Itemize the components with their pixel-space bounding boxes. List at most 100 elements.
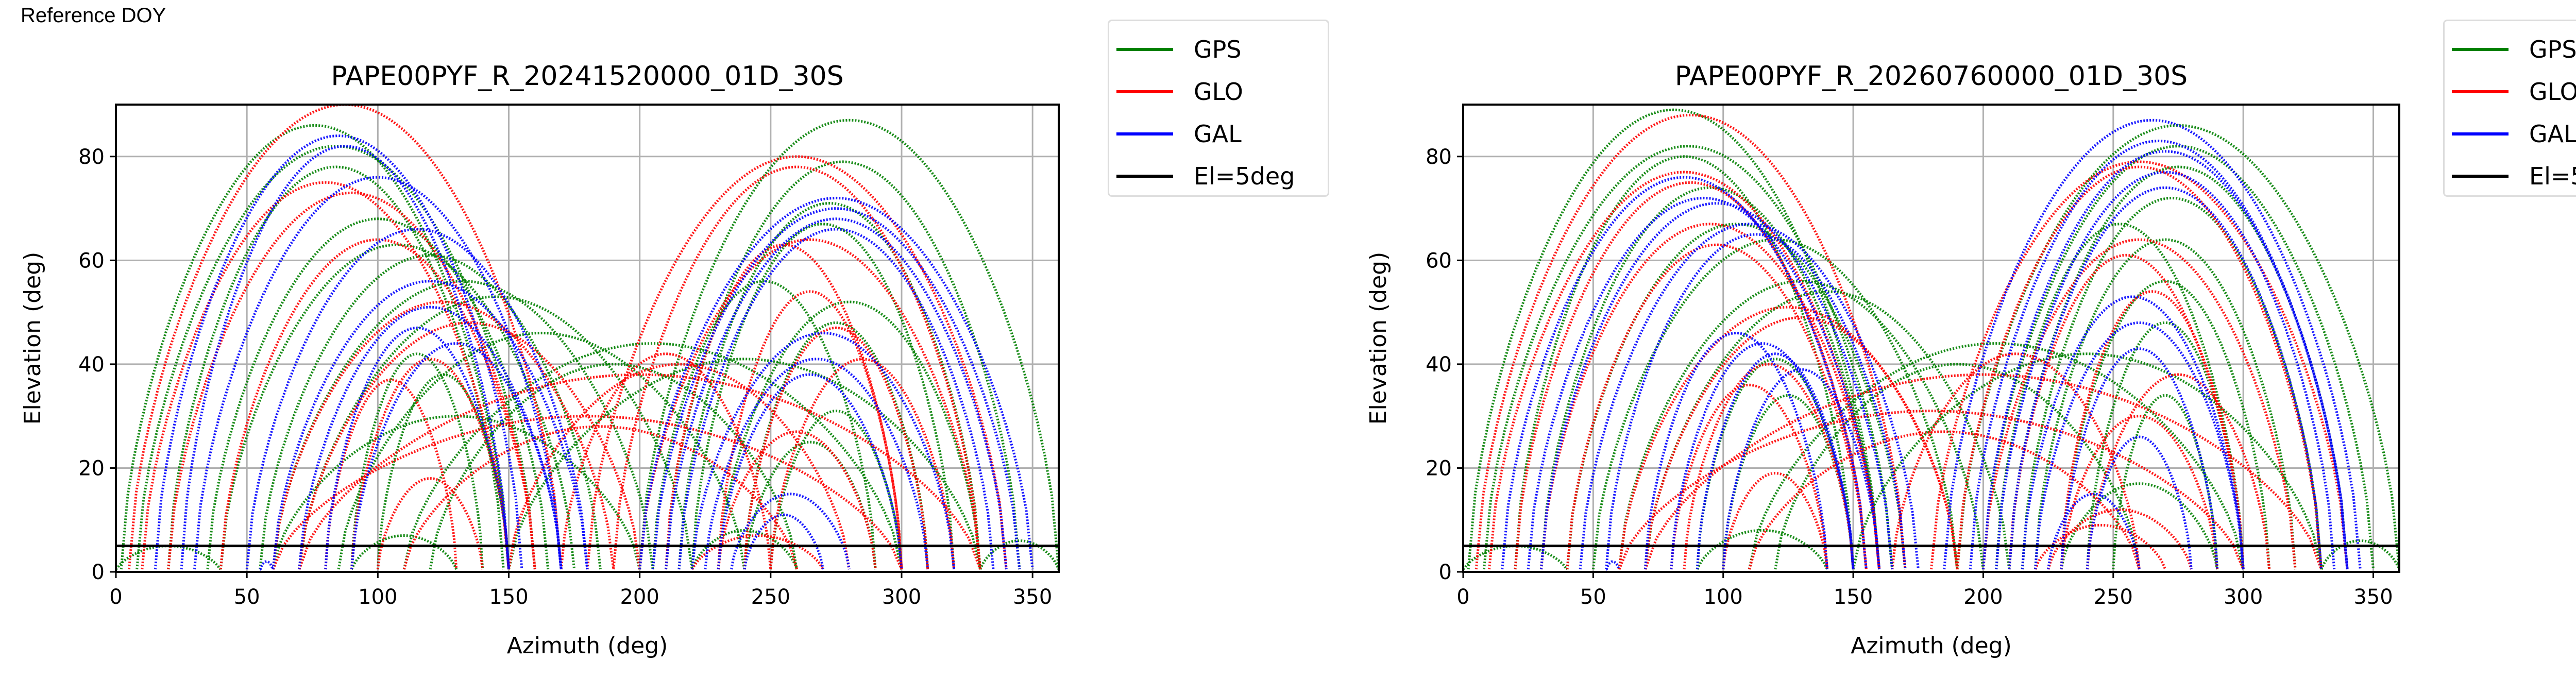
track-gal xyxy=(730,493,851,570)
track-gps xyxy=(2033,238,2297,570)
legend-label: GLO xyxy=(2529,78,2576,106)
track-gps xyxy=(350,352,484,570)
track-gal xyxy=(1579,223,1920,570)
track-gps xyxy=(1539,186,1881,570)
legend-left: GPS GLO GAL El=5deg xyxy=(1108,20,1329,197)
track-gps xyxy=(1591,238,1959,570)
legend-item-gal: GAL xyxy=(2452,113,2576,155)
legend-right: GPS GLO GAL El=5deg xyxy=(2443,20,2576,197)
track-glo xyxy=(2060,415,2219,570)
track-gps xyxy=(979,539,1059,570)
track-glo xyxy=(1475,113,1907,570)
y-tick-label: 80 xyxy=(78,145,105,169)
track-gps xyxy=(219,243,576,570)
track-glo xyxy=(586,155,1008,570)
track-gal xyxy=(1527,196,1881,570)
x-tick-label: 100 xyxy=(1704,585,1743,609)
track-gal xyxy=(665,217,1008,570)
x-tick-label: 350 xyxy=(1013,585,1052,609)
x-tick-label: 50 xyxy=(234,585,260,609)
x-tick-label: 300 xyxy=(882,585,921,609)
skyplot-chart-left: 0 50 100 150 200 250 300 350 0 20 40 60 80 PAPE00PYF_… xyxy=(20,61,1060,659)
x-tick-label: 0 xyxy=(1456,585,1469,609)
track-glo xyxy=(127,105,563,570)
track-gps xyxy=(120,124,510,570)
y-tick-label: 40 xyxy=(78,353,105,377)
track-glo xyxy=(1722,471,1829,570)
legend-item-glo: GLO xyxy=(1116,71,1328,113)
track-glo xyxy=(2060,290,2245,570)
legend-swatch-gps xyxy=(1116,48,1173,51)
track-gal xyxy=(245,228,589,570)
track-glo xyxy=(1618,306,1959,570)
legend-item-gal: GAL xyxy=(1116,113,1328,155)
track-gps xyxy=(337,331,746,570)
track-gal xyxy=(638,196,1034,570)
track-gps xyxy=(717,300,981,570)
track-gps xyxy=(1774,363,2141,570)
legend-item-el5: El=5deg xyxy=(2452,155,2576,197)
track-glo xyxy=(1683,363,1855,570)
y-tick-label: 80 xyxy=(1426,145,1452,169)
x-tick-label: 200 xyxy=(1963,585,2003,609)
legend-swatch-gal xyxy=(1116,132,1173,135)
track-glo xyxy=(1981,238,2297,570)
y-tick-label: 0 xyxy=(1439,561,1452,584)
legend-swatch-el5 xyxy=(2452,175,2509,178)
track-glo xyxy=(612,165,981,570)
track-gal xyxy=(743,513,824,570)
x-axis-label: Azimuth (deg) xyxy=(507,633,668,659)
track-gps xyxy=(2086,321,2245,570)
track-gps xyxy=(429,363,799,570)
track-gps xyxy=(677,201,981,570)
y-axis-label: Elevation (deg) xyxy=(20,252,46,425)
track-gps xyxy=(1696,358,1855,570)
legend-swatch-glo xyxy=(1116,90,1173,93)
chart-title: PAPE00PYF_R_20241520000_01D_30S xyxy=(331,61,843,92)
x-tick-label: 150 xyxy=(489,585,528,609)
track-gal xyxy=(1605,233,1907,570)
legend-label: GLO xyxy=(1194,78,1243,106)
reference-doy-label: Reference DOY xyxy=(21,4,166,27)
legend-item-gps: GPS xyxy=(2452,28,2576,71)
track-gal xyxy=(259,560,274,571)
track-gal xyxy=(1501,176,1868,570)
y-tick-label: 40 xyxy=(1426,353,1452,377)
track-gps xyxy=(167,165,505,570)
track-gal xyxy=(704,358,929,570)
track-gal xyxy=(180,145,510,570)
track-gal xyxy=(1670,342,1855,570)
satellite-tracks xyxy=(116,105,1059,571)
track-gal xyxy=(350,342,563,570)
track-gps xyxy=(1696,529,1828,570)
track-glo xyxy=(272,415,903,570)
track-gps xyxy=(651,280,877,570)
track-gal xyxy=(2021,295,2245,570)
track-glo xyxy=(1670,383,1829,570)
y-tick-label: 20 xyxy=(78,456,105,480)
y-tick-label: 60 xyxy=(78,249,105,273)
track-gps xyxy=(2060,280,2271,570)
track-gps xyxy=(1748,342,2245,570)
track-glo xyxy=(1643,373,2323,570)
track-glo xyxy=(298,373,981,570)
track-glo xyxy=(1748,430,2141,570)
legend-label: El=5deg xyxy=(1194,162,1295,190)
track-glo xyxy=(560,352,772,570)
track-gal xyxy=(272,280,589,570)
track-gal xyxy=(1722,368,1881,570)
track-gal xyxy=(1696,352,1855,570)
track-glo xyxy=(324,378,458,570)
track-glo xyxy=(507,363,851,570)
legend-item-gps: GPS xyxy=(1116,28,1328,71)
x-axis-label: Azimuth (deg) xyxy=(1851,633,2012,659)
track-gps xyxy=(1852,352,2323,570)
legend-label: GAL xyxy=(2529,120,2576,148)
track-glo xyxy=(691,534,824,570)
track-gps xyxy=(350,534,458,570)
axes-frame xyxy=(1462,104,2400,573)
track-gps xyxy=(638,118,1059,570)
x-tick-label: 0 xyxy=(109,585,122,609)
track-glo xyxy=(141,181,510,570)
legend-swatch-glo xyxy=(2452,90,2509,93)
